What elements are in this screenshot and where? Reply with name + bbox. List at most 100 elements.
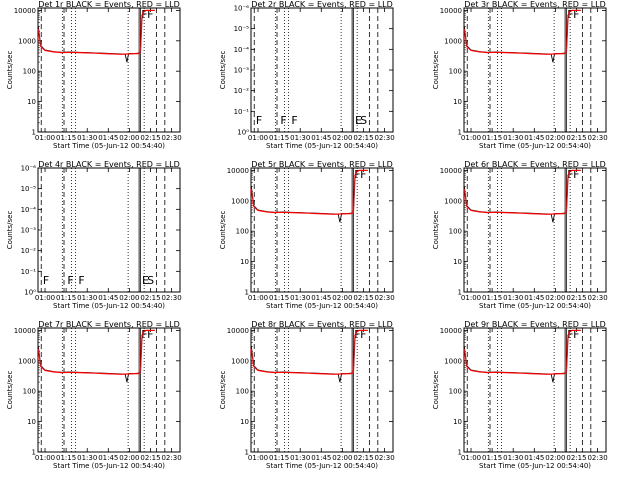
- y-tick-label: 10: [453, 258, 462, 266]
- y-tick-label: 1000: [18, 357, 36, 365]
- y-tick-label: 10⁻¹: [21, 268, 37, 276]
- x-tick-label: 02:15: [566, 134, 586, 142]
- y-tick-label: 10⁻⁴: [234, 46, 250, 54]
- x-tick-label: 02:30: [587, 294, 607, 302]
- x-tick-label: 01:45: [98, 454, 118, 462]
- series-line-events: [250, 169, 368, 223]
- y-tick-label: 10000: [440, 167, 462, 175]
- flag-letter-f: F: [567, 328, 573, 341]
- plot-panel-6: Det 6r BLACK = Events, RED = LLD 1 10 100 10…: [432, 160, 608, 310]
- y-tick-label: 10000: [440, 7, 462, 15]
- flag-letter-f: F: [291, 114, 297, 127]
- x-axis-label: Start Time (05-Jun-12 00:54:40): [266, 462, 378, 470]
- x-tick-label: 02:30: [374, 294, 394, 302]
- flag-letter-f: F: [360, 328, 366, 341]
- x-tick-label: 02:00: [545, 454, 565, 462]
- x-tick-label: 01:45: [98, 294, 118, 302]
- plot-panel-3: Det 3r BLACK = Events, RED = LLD 1 10 100 10…: [432, 0, 608, 150]
- x-tick-label: 02:00: [545, 134, 565, 142]
- x-tick-label: 01:15: [482, 454, 502, 462]
- flag-letter-f: F: [567, 8, 573, 21]
- y-axis-label: Counts/sec: [6, 51, 14, 90]
- x-tick-label: 02:00: [119, 294, 139, 302]
- x-tick-label: 01:00: [35, 294, 55, 302]
- x-tick-label: 02:30: [161, 294, 181, 302]
- x-tick-label: 02:30: [374, 134, 394, 142]
- flag-letter-f: F: [147, 8, 153, 21]
- x-tick-label: 02:00: [332, 294, 352, 302]
- plot-title: Det 2r BLACK = Events, RED = LLD: [251, 0, 393, 9]
- plot-frame: [250, 167, 394, 293]
- x-tick-label: 02:30: [374, 454, 394, 462]
- x-axis-label: Start Time (05-Jun-12 00:54:40): [53, 302, 165, 310]
- series-line-lld: [463, 329, 581, 375]
- y-tick-label: 10⁻⁵: [234, 25, 250, 33]
- y-tick-label: 10⁰: [237, 129, 249, 137]
- y-tick-label: 10: [453, 98, 462, 106]
- plot-frame: [37, 167, 181, 293]
- plot-title: Det 5r BLACK = Events, RED = LLD: [251, 160, 393, 169]
- plot-frame: [463, 327, 607, 453]
- x-axis-label: Start Time (05-Jun-12 00:54:40): [479, 142, 591, 150]
- y-tick-label: 1000: [444, 37, 462, 45]
- x-tick-label: 01:15: [269, 134, 289, 142]
- plot-frame: [37, 327, 181, 453]
- flag-letter-f: F: [280, 114, 286, 127]
- flag-letter-f: F: [567, 168, 573, 181]
- series-line-lld: [250, 329, 368, 375]
- x-tick-label: 01:30: [77, 134, 97, 142]
- x-tick-label: 01:15: [56, 134, 76, 142]
- series-line-lld: [37, 9, 155, 55]
- y-tick-label: 1000: [444, 197, 462, 205]
- series-line-lld: [250, 169, 368, 215]
- x-tick-label: 01:00: [461, 134, 481, 142]
- x-tick-label: 02:15: [140, 134, 160, 142]
- y-tick-label: 1: [245, 289, 249, 297]
- x-axis-label: Start Time (05-Jun-12 00:54:40): [479, 302, 591, 310]
- x-tick-label: 02:15: [140, 454, 160, 462]
- x-tick-label: 01:30: [290, 134, 310, 142]
- y-tick-label: 100: [449, 388, 462, 396]
- x-tick-label: 01:45: [311, 454, 331, 462]
- y-tick-label: 10000: [14, 7, 36, 15]
- flag-letter-s: S: [360, 114, 367, 127]
- y-tick-label: 100: [449, 68, 462, 76]
- x-tick-label: 02:30: [161, 134, 181, 142]
- plot-panel-2: Det 2r BLACK = Events, RED = LLD 10⁰ 10⁻¹ 1…: [219, 0, 395, 150]
- y-axis-label: Counts/sec: [432, 371, 440, 410]
- x-tick-label: 02:15: [566, 294, 586, 302]
- plot-frame: [37, 7, 181, 133]
- y-axis-label: Counts/sec: [432, 211, 440, 250]
- x-tick-label: 01:45: [98, 134, 118, 142]
- plot-panel-9: Det 9r BLACK = Events, RED = LLD 1 10 100 10…: [432, 320, 608, 470]
- series-line-events: [463, 169, 581, 223]
- x-tick-label: 01:30: [503, 454, 523, 462]
- y-tick-label: 10⁻¹: [234, 108, 250, 116]
- x-tick-label: 01:00: [35, 454, 55, 462]
- flag-letter-f: F: [573, 328, 579, 341]
- x-tick-label: 01:45: [524, 294, 544, 302]
- series-line-events: [463, 329, 581, 383]
- x-tick-label: 02:15: [353, 454, 373, 462]
- x-tick-label: 02:00: [545, 294, 565, 302]
- x-tick-label: 02:00: [332, 134, 352, 142]
- y-tick-label: 10⁻³: [234, 67, 250, 75]
- y-tick-label: 10⁰: [24, 289, 36, 297]
- y-tick-label: 10⁻²: [234, 87, 250, 95]
- x-axis-label: Start Time (05-Jun-12 00:54:40): [266, 302, 378, 310]
- y-axis-label: Counts/sec: [6, 211, 14, 250]
- y-axis-label: Counts/sec: [219, 211, 227, 250]
- x-tick-label: 01:45: [311, 294, 331, 302]
- y-tick-label: 10: [240, 418, 249, 426]
- plot-frame: [463, 7, 607, 133]
- y-tick-label: 100: [23, 68, 36, 76]
- y-axis-label: Counts/sec: [219, 51, 227, 90]
- x-tick-label: 01:00: [461, 454, 481, 462]
- x-tick-label: 01:45: [311, 134, 331, 142]
- y-axis-label: Counts/sec: [432, 51, 440, 90]
- y-tick-label: 1: [458, 129, 462, 137]
- y-tick-label: 10: [27, 418, 36, 426]
- plot-title: Det 8r BLACK = Events, RED = LLD: [251, 320, 393, 329]
- y-axis-label: Counts/sec: [219, 371, 227, 410]
